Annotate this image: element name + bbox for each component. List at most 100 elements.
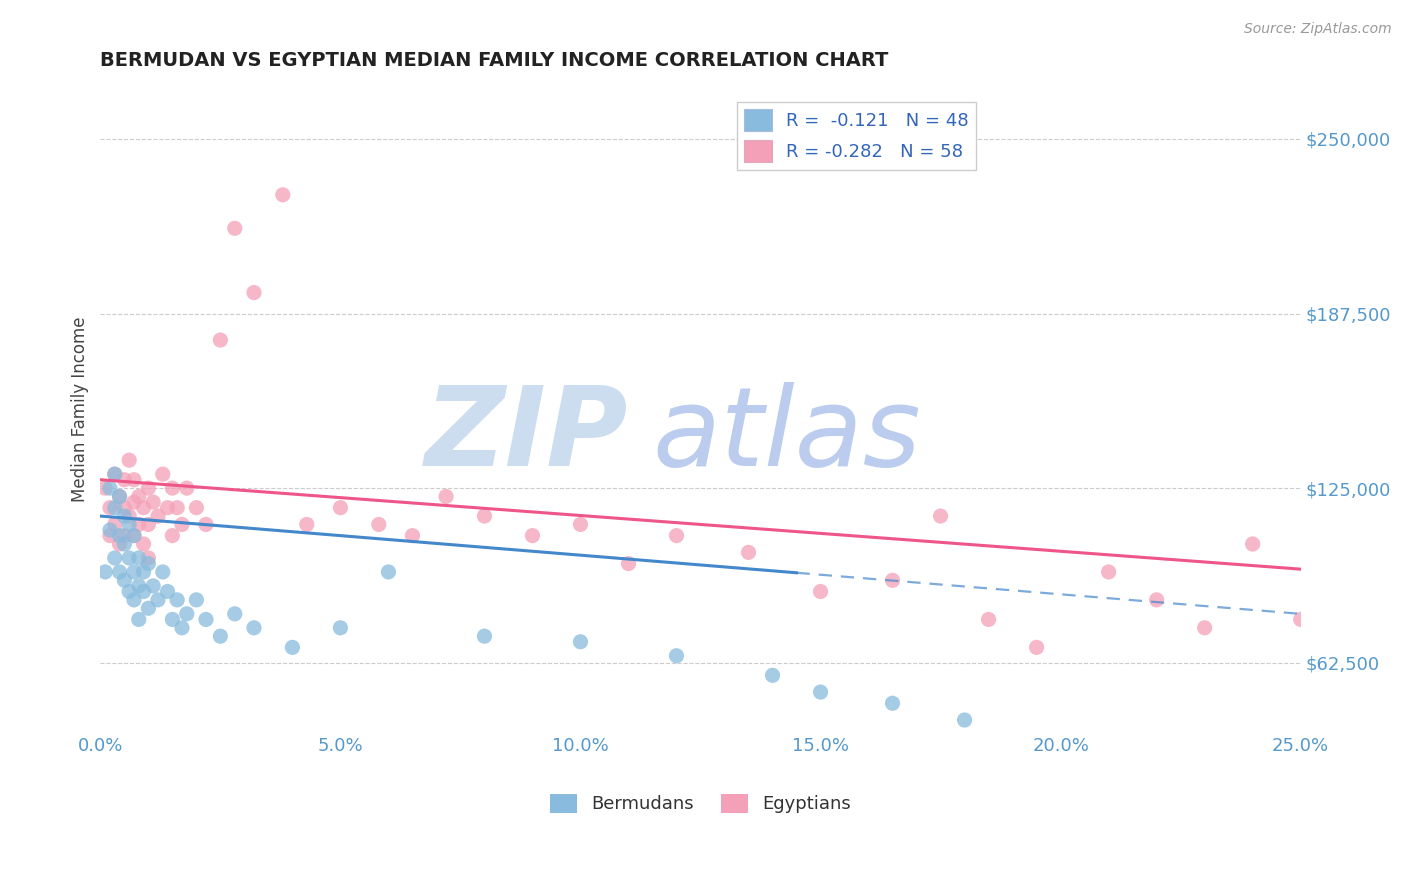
Point (146, 593, 169, 607)
Point (281, 640, 304, 655)
Point (329, 500, 352, 515)
Point (224, 607, 246, 621)
Point (186, 500, 208, 515)
Point (108, 565, 131, 579)
Point (810, 685, 832, 699)
Point (929, 509, 952, 524)
Point (810, 584, 832, 599)
Point (1194, 621, 1216, 635)
Point (104, 467, 127, 482)
Text: atlas: atlas (652, 382, 921, 489)
Point (166, 500, 188, 515)
Point (156, 584, 179, 599)
Point (1025, 640, 1047, 655)
Point (474, 509, 496, 524)
Point (243, 285, 266, 300)
Point (104, 467, 127, 482)
Text: ZIP: ZIP (425, 382, 628, 489)
Text: Source: ZipAtlas.com: Source: ZipAtlas.com (1244, 22, 1392, 37)
Point (112, 473, 135, 487)
Point (367, 517, 389, 532)
Point (132, 565, 155, 579)
Point (170, 517, 193, 532)
Point (132, 537, 155, 551)
Point (98, 481, 121, 495)
Point (665, 648, 688, 663)
Point (162, 481, 184, 495)
Point (112, 500, 135, 515)
Point (295, 517, 318, 532)
Point (224, 221, 246, 235)
Point (474, 629, 496, 643)
Point (98, 528, 121, 542)
Point (243, 621, 266, 635)
Point (186, 593, 208, 607)
Point (104, 517, 127, 532)
Point (194, 612, 217, 626)
Point (156, 500, 179, 515)
Point (128, 579, 150, 593)
Point (569, 517, 592, 532)
Point (128, 612, 150, 626)
Point (118, 509, 141, 524)
Point (665, 528, 688, 542)
Point (170, 621, 193, 635)
Point (132, 584, 155, 599)
Point (118, 584, 141, 599)
Point (138, 557, 160, 571)
Point (434, 490, 457, 504)
Point (118, 517, 141, 532)
Point (112, 574, 135, 588)
Point (1289, 612, 1312, 626)
Point (122, 473, 145, 487)
Point (122, 565, 145, 579)
Point (142, 579, 165, 593)
Point (118, 453, 141, 467)
Y-axis label: Median Family Income: Median Family Income (72, 317, 89, 502)
Point (94, 481, 117, 495)
Point (108, 490, 131, 504)
Point (122, 495, 145, 509)
Point (194, 517, 217, 532)
Point (401, 528, 423, 542)
Point (104, 551, 127, 566)
Point (122, 528, 145, 542)
Point (138, 601, 160, 615)
Point (146, 509, 169, 524)
Point (108, 490, 131, 504)
Point (176, 607, 198, 621)
Point (128, 517, 150, 532)
Point (118, 551, 141, 566)
Point (142, 495, 165, 509)
Point (329, 621, 352, 635)
Point (138, 551, 160, 566)
Legend: Bermudans, Egyptians: Bermudans, Egyptians (543, 787, 859, 821)
Point (112, 528, 135, 542)
Point (569, 634, 592, 648)
Point (977, 612, 1000, 626)
Point (1241, 537, 1264, 551)
Point (166, 593, 188, 607)
Point (761, 668, 783, 682)
Point (98, 500, 121, 515)
Point (953, 713, 976, 727)
Point (1097, 565, 1119, 579)
Point (152, 467, 174, 482)
Point (94, 565, 117, 579)
Point (122, 593, 145, 607)
Point (176, 481, 198, 495)
Point (271, 187, 294, 202)
Point (617, 557, 640, 571)
Point (522, 528, 544, 542)
Point (128, 551, 150, 566)
Point (162, 612, 184, 626)
Point (138, 517, 160, 532)
Point (1146, 593, 1168, 607)
Point (162, 528, 184, 542)
Point (112, 509, 135, 524)
Point (122, 528, 145, 542)
Point (104, 500, 127, 515)
Point (132, 500, 155, 515)
Point (112, 537, 135, 551)
Point (108, 537, 131, 551)
